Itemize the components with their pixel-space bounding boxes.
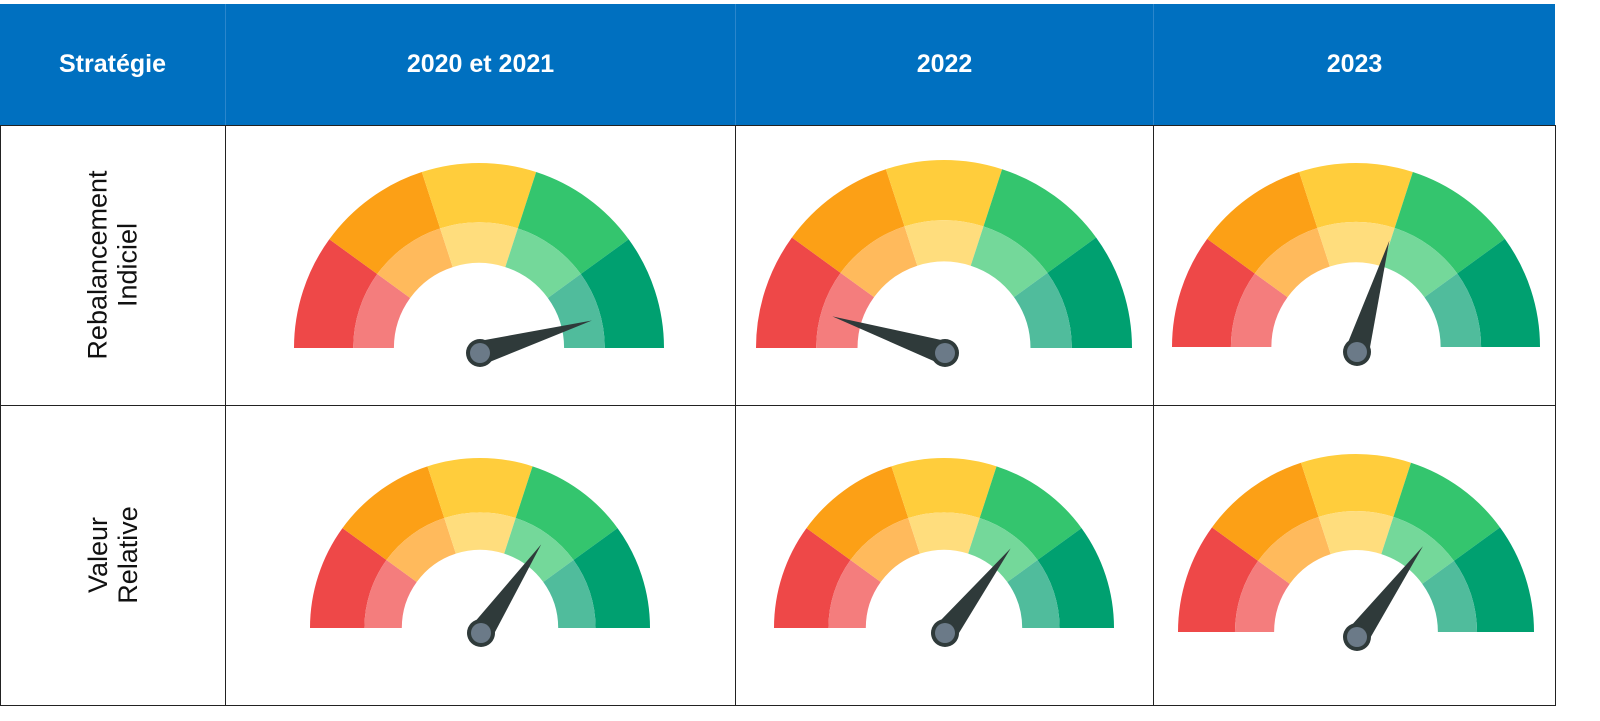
gauge-segment-outer (517, 172, 629, 275)
gauge-segment-inner (968, 518, 1038, 583)
gauge-segment-outer (1211, 462, 1319, 561)
gauge-segment-inner (1424, 273, 1482, 347)
gauge-segment-inner (444, 512, 516, 554)
gauge-segment-outer (806, 466, 909, 561)
gauge-segment-outer (427, 458, 533, 519)
gauge-cell (1153, 405, 1556, 706)
gauge-segment-outer (1300, 454, 1412, 517)
gauge-segment-outer (1299, 163, 1413, 229)
gauge-segment-inner (828, 560, 881, 628)
gauge-segment-outer (979, 466, 1082, 561)
gauge-segment-outer (294, 239, 378, 348)
header-2022: 2022 (735, 4, 1153, 125)
gauge-segment-outer (580, 239, 664, 348)
header-2020-2021: 2020 et 2021 (225, 4, 735, 125)
gauge-segment-outer (310, 528, 387, 628)
gauge-segment-outer (1178, 527, 1259, 632)
header-strategie: Stratégie (0, 4, 225, 125)
gauge-segment-outer (1207, 172, 1318, 274)
gauge-segment-inner (1422, 560, 1478, 632)
gauge-needle (832, 316, 949, 365)
gauge-segment-inner (1230, 273, 1288, 347)
gauge-segment-outer (1453, 527, 1534, 632)
gauge-pivot (935, 343, 955, 363)
gauge-segment-inner (353, 274, 411, 348)
gauge-segment-outer (756, 237, 841, 348)
gauge-segment-outer (891, 458, 997, 519)
gauge-segment-inner (377, 228, 453, 298)
gauge-segment-inner (386, 518, 456, 583)
gauge-segment-outer (421, 163, 537, 229)
gauge-segment-inner (816, 272, 875, 348)
gauge-pivot (1347, 342, 1367, 362)
gauge-segment-outer (885, 159, 1003, 227)
gauge-segment-outer (329, 172, 441, 275)
gauge-segment-inner (904, 220, 984, 266)
gauge-needle (471, 544, 542, 640)
gauge-needle (935, 548, 1011, 641)
gauge-pivot (935, 623, 955, 643)
header-2023: 2023 (1153, 4, 1555, 125)
gauge-segment-outer (791, 169, 905, 273)
gauge-segment-inner (840, 226, 918, 298)
gauge-needle (476, 320, 592, 365)
gauge-pivot (1347, 627, 1367, 647)
gauge-segment-outer (573, 528, 650, 628)
gauge-segment-outer (342, 466, 445, 561)
gauge-segment-inner (364, 560, 417, 628)
gauge-segment-inner (908, 512, 980, 554)
gauge-segment-inner (1317, 221, 1395, 267)
gauge-segment-inner (970, 226, 1048, 298)
gauge-segment-inner (850, 518, 920, 583)
gauge-segment-inner (1318, 510, 1394, 555)
gauge-segment-inner (1381, 516, 1454, 584)
gauge-segment-inner (1382, 228, 1458, 298)
gauge-segment-outer (1457, 238, 1540, 347)
gauge-needle (1345, 240, 1390, 356)
gauge-segment-outer (1047, 237, 1132, 348)
gauge-pivot (471, 623, 491, 643)
gauge-segment-inner (543, 560, 596, 628)
gauge-segment-outer (1172, 238, 1255, 347)
gauge-segment-outer (983, 169, 1097, 273)
gauge-segment-inner (1013, 272, 1072, 348)
gauge-segment-inner (440, 222, 518, 268)
gauge-pivot (470, 343, 490, 363)
gauge-segment-outer (1037, 528, 1114, 628)
gauge-segment-outer (1394, 172, 1505, 274)
gauge-segment-inner (504, 518, 574, 583)
gauge-segment-outer (515, 466, 618, 561)
gauge-segment-inner (1007, 560, 1060, 628)
gauge-needle (1347, 546, 1423, 645)
gauge-segment-inner (1234, 560, 1290, 632)
gauge-segment-inner (505, 228, 581, 298)
gauge-segment-inner (1254, 228, 1330, 298)
gauge-segment-outer (1393, 462, 1501, 561)
gauge-segment-inner (1258, 516, 1331, 584)
gauge-segment-outer (774, 528, 851, 628)
